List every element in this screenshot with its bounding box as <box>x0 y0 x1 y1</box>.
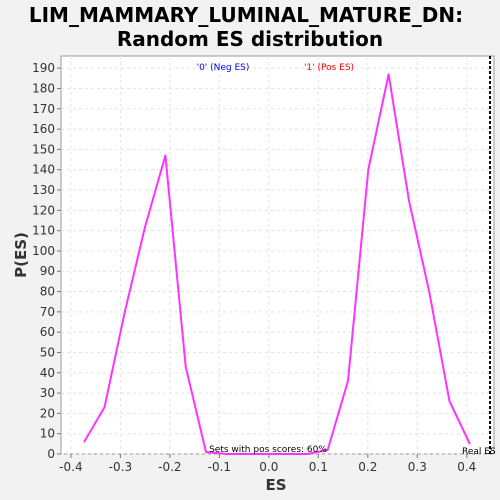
sets-with-pos-scores-label: Sets with pos scores: 60% <box>209 445 327 455</box>
x-tick-label: 0.4 <box>457 460 476 474</box>
data-point <box>103 406 106 409</box>
y-tick-label: 180 <box>32 81 55 95</box>
y-tick-label: 40 <box>40 366 55 380</box>
plot-area <box>60 55 495 455</box>
y-tick-label: 90 <box>40 264 55 278</box>
x-tick-label: 0.0 <box>259 460 278 474</box>
data-point <box>205 451 207 453</box>
data-point <box>408 199 410 201</box>
y-tick-label: 150 <box>32 142 55 156</box>
data-point <box>266 453 268 455</box>
x-tick-label: -0.4 <box>59 460 82 474</box>
y-axis-label: P(ES) <box>12 232 30 278</box>
y-tick-label: 170 <box>32 102 55 116</box>
y-tick-label: 110 <box>32 224 55 238</box>
data-point <box>144 225 146 228</box>
x-tick-label: -0.1 <box>208 460 231 474</box>
grid <box>61 56 494 455</box>
chart-title-line-2: Random ES distribution <box>117 27 383 51</box>
y-tick-label: 0 <box>47 447 55 461</box>
data-point <box>428 290 430 293</box>
data-point <box>245 453 248 455</box>
data-point <box>306 453 309 455</box>
data-point <box>448 400 451 403</box>
data-point <box>124 311 126 313</box>
x-tick-label: -0.2 <box>158 460 181 474</box>
x-axis-label: ES <box>265 476 286 494</box>
y-tick-label: 70 <box>40 305 55 319</box>
data-point <box>225 453 228 455</box>
y-tick-label: 120 <box>32 203 55 217</box>
y-tick-label: 80 <box>40 285 55 299</box>
y-tick-label: 190 <box>32 61 55 75</box>
x-tick-label: 0.3 <box>408 460 427 474</box>
data-point <box>367 168 370 171</box>
data-point <box>83 441 86 443</box>
series-layer <box>83 56 492 455</box>
y-tick-label: 140 <box>32 163 55 177</box>
data-point <box>326 449 329 451</box>
real-es-label: Real ES <box>462 447 496 457</box>
y-tick-label: 10 <box>40 427 55 441</box>
y-tick-label: 100 <box>32 244 55 258</box>
y-tick-label: 130 <box>32 183 55 197</box>
y-tick-label: 160 <box>32 122 55 136</box>
y-tick-label: 20 <box>40 406 55 420</box>
data-point <box>347 380 349 382</box>
series-line <box>83 73 471 455</box>
chart-title-line-1: LIM_MAMMARY_LUMINAL_MATURE_DN: <box>29 3 463 27</box>
x-tick-label: 0.1 <box>309 460 328 474</box>
legend-pos-label: '1' (Pos ES) <box>304 63 354 73</box>
y-tick-label: 30 <box>40 386 55 400</box>
x-tick-label: -0.3 <box>109 460 132 474</box>
legend-neg-label: '0' (Neg ES) <box>197 63 250 73</box>
axes: 0 10 20 30 40 50 60 70 80 90 100 110 120 130 140 150 160… <box>32 61 476 474</box>
data-point <box>387 73 390 76</box>
y-tick-label: 60 <box>40 325 55 339</box>
x-tick-label: 0.2 <box>358 460 377 474</box>
data-point <box>468 443 471 445</box>
data-point <box>164 154 167 157</box>
data-point <box>286 453 288 455</box>
data-point <box>184 365 187 368</box>
y-tick-label: 50 <box>40 345 55 359</box>
